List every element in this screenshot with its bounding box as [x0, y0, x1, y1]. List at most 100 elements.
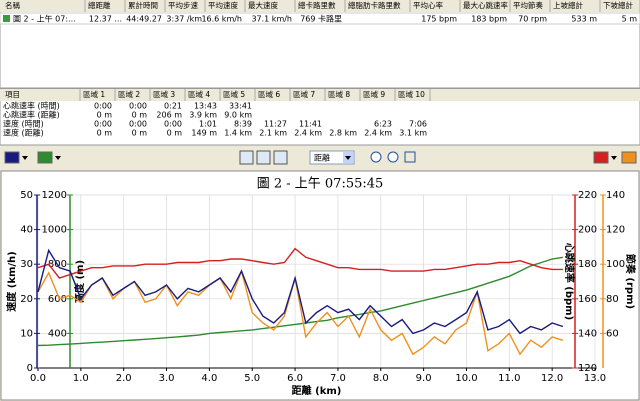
y-tick-label: 600: [48, 294, 67, 305]
cell: 0 m: [97, 111, 113, 120]
split-button[interactable]: [256, 150, 271, 165]
cell: 2.8 km: [329, 129, 357, 138]
y-tick-label: 10: [20, 328, 33, 339]
y-tick-label: 40: [20, 225, 33, 236]
cell: 149 m: [191, 129, 217, 138]
cell: 0:00: [129, 102, 147, 111]
cell: 175 bpm: [421, 15, 457, 24]
cell: 3:37 /km: [166, 15, 202, 24]
column-header: 下坡總計: [603, 0, 633, 10]
y-tick-label: 220: [578, 190, 597, 201]
y-tick-label: 30: [20, 259, 33, 270]
column-header: 區域 3: [153, 89, 175, 99]
cell: 11:41: [299, 120, 322, 129]
y-tick-label: 140: [578, 328, 597, 339]
column-header: 上坡總計: [553, 0, 583, 10]
chart-panel: [0, 170, 640, 401]
y-axis-label: 速度 (km/h): [5, 251, 18, 311]
column-header: 總卡路里數: [298, 0, 336, 10]
chart-title: 圖 2 - 上午 07:55:45: [257, 177, 384, 192]
cell: 769 卡路里: [300, 14, 342, 24]
column-header: 區域 7: [293, 89, 315, 99]
x-tick-label: 10.0: [455, 373, 477, 384]
fit-button[interactable]: [404, 151, 416, 163]
y-tick-label: 1000: [42, 225, 67, 236]
cell: 2.4 km: [364, 129, 392, 138]
y-tick-label: 180: [578, 259, 597, 270]
x-tick-label: 2.0: [116, 373, 132, 384]
column-header: 名稱: [5, 0, 20, 10]
summary-row[interactable]: [0, 12, 640, 25]
cell: 9.0 km: [224, 111, 252, 120]
y-tick-label: 20: [20, 294, 33, 305]
series-line: [37, 256, 564, 347]
column-header: 總距離: [88, 0, 111, 10]
cell: 0 m: [97, 129, 113, 138]
cell: 0:00: [164, 120, 182, 129]
y-tick-label: 60: [606, 328, 619, 339]
column-header: 區域 4: [188, 89, 210, 99]
cell: 1:01: [199, 120, 217, 129]
x-axis-label: 距離 (km): [292, 384, 342, 397]
cell: 6:23: [374, 120, 392, 129]
cadence-color-button[interactable]: [621, 151, 637, 164]
column-header: 區域 5: [223, 89, 245, 99]
column-header: 累計時間: [128, 0, 158, 10]
elevation-color-button[interactable]: [37, 151, 53, 164]
cell: 33:41: [229, 102, 252, 111]
cell: 速度 (距離): [3, 128, 44, 138]
speed-color-button[interactable]: [4, 151, 20, 164]
y-tick-label: 400: [48, 328, 67, 339]
cell: 0:21: [164, 102, 182, 111]
cell: 183 bpm: [471, 15, 507, 24]
y-tick-label: 100: [606, 259, 625, 270]
column-header: 平均心率: [413, 0, 443, 10]
cell: 1.4 km: [224, 129, 252, 138]
cell: 0 m: [167, 129, 183, 138]
summary-header: [0, 0, 640, 12]
cell: 3.1 km: [399, 129, 427, 138]
column-header: 區域 6: [258, 89, 280, 99]
column-header: 最大速度: [248, 0, 278, 10]
cell: 5 m: [622, 15, 638, 24]
x-axis-select-text: 距離: [314, 153, 330, 163]
series-line: [37, 247, 563, 279]
y-tick-label: 140: [606, 190, 625, 201]
cell: 13:43: [194, 102, 217, 111]
cell: 心跳速率 (距離): [3, 110, 60, 120]
x-tick-label: 1.0: [73, 373, 89, 384]
y-tick-label: 50: [20, 190, 33, 201]
column-header: 區域 9: [363, 89, 385, 99]
x-tick-label: 9.0: [416, 373, 432, 384]
y-tick-label: 160: [578, 294, 597, 305]
x-tick-label: 7.0: [330, 373, 346, 384]
cell: 12.37 ...: [89, 15, 122, 24]
cell: 37.1 km/h: [251, 15, 292, 24]
x-tick-label: 6.0: [287, 373, 303, 384]
line-button[interactable]: [273, 150, 288, 165]
activity-icon: [3, 15, 10, 22]
column-header: 項目: [5, 90, 20, 99]
cell: 44:49.27: [126, 15, 162, 24]
grid-button[interactable]: [239, 150, 254, 165]
cell: 0:00: [94, 120, 112, 129]
cell: 533 m: [571, 15, 597, 24]
cell: 圖 2 - 上午 07:...: [13, 14, 76, 24]
x-tick-label: 3.0: [159, 373, 175, 384]
cell: 8:39: [234, 120, 252, 129]
y-axis-label: 節奏 (rpm): [624, 254, 637, 309]
x-tick-label: 8.0: [373, 373, 389, 384]
dropdown-arrow: [55, 156, 61, 160]
x-tick-label: 11.0: [498, 373, 520, 384]
column-header: 最大心跳速率: [463, 0, 508, 10]
zoom-out-button[interactable]: [387, 151, 399, 163]
column-header: 區域 10: [398, 89, 425, 99]
cell: 11:27: [264, 120, 287, 129]
cell: 0 m: [132, 129, 148, 138]
cell: 速度 (時間): [3, 119, 44, 129]
cell: 16.6 km/h: [201, 15, 242, 24]
zoom-in-button[interactable]: [370, 151, 382, 163]
hr-color-button[interactable]: [593, 151, 609, 164]
cell: 0:00: [129, 120, 147, 129]
y-tick-label: 0: [27, 363, 33, 374]
